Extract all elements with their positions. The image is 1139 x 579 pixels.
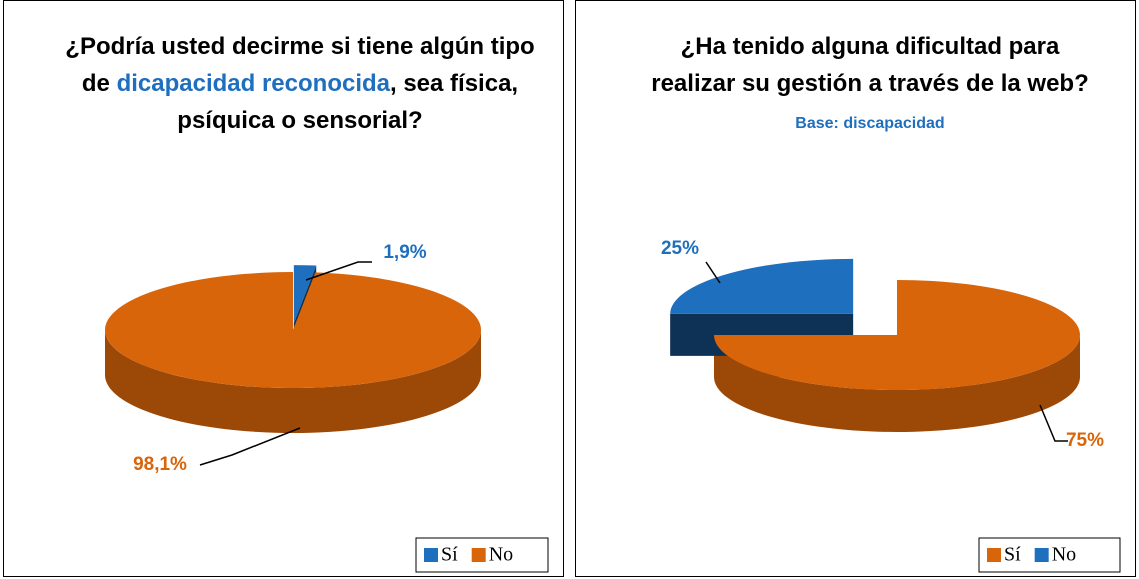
pie-side	[714, 335, 1080, 432]
pie-slice	[670, 258, 854, 314]
title-part: ¿Ha tenido alguna dificultad para realiz…	[651, 33, 1089, 97]
pie-slice	[293, 265, 317, 324]
pie	[105, 265, 482, 433]
title-part: ¿Podría usted decirme si tiene algún tip…	[65, 33, 535, 97]
data-label: 25%	[661, 238, 699, 259]
leader-line	[305, 261, 372, 281]
data-label: 1,9%	[383, 242, 426, 263]
legend-swatch	[471, 548, 486, 562]
title-part: dicapacidad reconocida	[116, 70, 390, 97]
leader-line	[1039, 404, 1068, 442]
chart-title: ¿Ha tenido alguna dificultad para realiz…	[645, 28, 1095, 142]
title-part: , sea física, psíquica o sensorial?	[177, 70, 519, 134]
legend-label: No	[1052, 544, 1076, 566]
legend-label: Sí	[1004, 544, 1021, 566]
chart-title: ¿Podría usted decirme si tiene algún tip…	[60, 28, 540, 139]
panel	[575, 0, 1136, 577]
pie-side	[105, 330, 481, 433]
pie	[670, 258, 1080, 432]
legend-swatch	[424, 548, 438, 562]
pie-slice	[105, 272, 482, 389]
leader-line	[199, 427, 301, 466]
subtitle: Base: discapacidad	[795, 115, 945, 132]
legend-label: No	[489, 544, 513, 566]
legend-swatch	[987, 548, 1001, 562]
legend-swatch	[1034, 548, 1049, 562]
legend-label: Sí	[441, 544, 458, 566]
pie-slice	[714, 280, 1080, 390]
leader-line	[705, 261, 721, 284]
data-label: 98,1%	[133, 454, 187, 475]
legend-box	[978, 537, 1121, 573]
data-label: 75%	[1066, 430, 1104, 451]
panel	[3, 0, 564, 577]
